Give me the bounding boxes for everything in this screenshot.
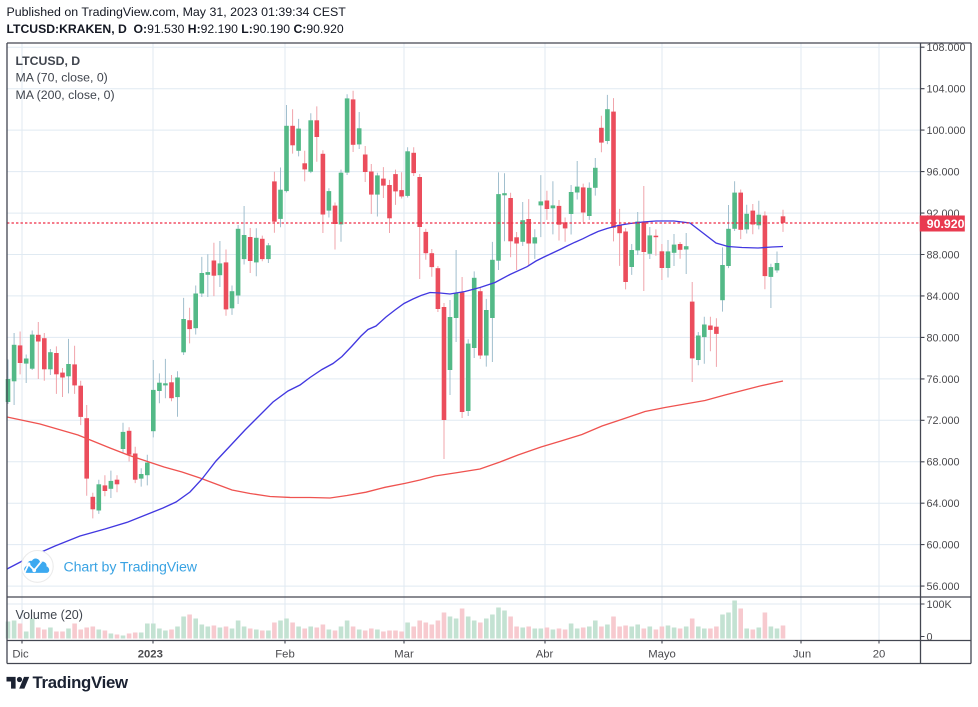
svg-text:84.000: 84.000 <box>927 291 960 303</box>
svg-text:Abr: Abr <box>536 649 554 661</box>
svg-text:96.000: 96.000 <box>927 167 960 179</box>
svg-text:LTCUSD:KRAKEN, D O:91.530 H:9: LTCUSD:KRAKEN, D O:91.530 H:92.190 L:90.… <box>7 22 344 36</box>
svg-text:TradingView: TradingView <box>33 673 129 692</box>
svg-text:90.920: 90.920 <box>927 217 965 231</box>
svg-text:Jun: Jun <box>793 649 811 661</box>
svg-text:2023: 2023 <box>138 649 163 661</box>
svg-text:Published on TradingView.com,: Published on TradingView.com, May 31, 20… <box>7 5 347 19</box>
svg-text:60.000: 60.000 <box>927 540 960 552</box>
svg-text:72.000: 72.000 <box>927 415 960 427</box>
svg-text:Feb: Feb <box>275 649 294 661</box>
svg-text:64.000: 64.000 <box>927 498 960 510</box>
svg-text:88.000: 88.000 <box>927 249 960 261</box>
svg-text:100.000: 100.000 <box>927 125 966 137</box>
svg-text:20: 20 <box>873 649 886 661</box>
svg-text:56.000: 56.000 <box>927 581 960 593</box>
svg-text:Dic: Dic <box>12 649 29 661</box>
svg-text:76.000: 76.000 <box>927 374 960 386</box>
svg-text:100K: 100K <box>927 599 953 611</box>
svg-text:Mar: Mar <box>394 649 414 661</box>
svg-text:LTCUSD, D: LTCUSD, D <box>16 54 81 68</box>
svg-text:MA (200, close, 0): MA (200, close, 0) <box>16 88 115 102</box>
svg-text:0: 0 <box>927 631 933 643</box>
svg-text:80.000: 80.000 <box>927 332 960 344</box>
svg-text:MA (70, close, 0): MA (70, close, 0) <box>16 71 108 85</box>
svg-text:108.000: 108.000 <box>927 42 966 54</box>
svg-text:Mayo: Mayo <box>648 649 676 661</box>
svg-text:68.000: 68.000 <box>927 457 960 469</box>
svg-text:Volume (20): Volume (20) <box>16 608 83 622</box>
svg-text:Chart by TradingView: Chart by TradingView <box>64 560 198 576</box>
svg-text:104.000: 104.000 <box>927 84 966 96</box>
